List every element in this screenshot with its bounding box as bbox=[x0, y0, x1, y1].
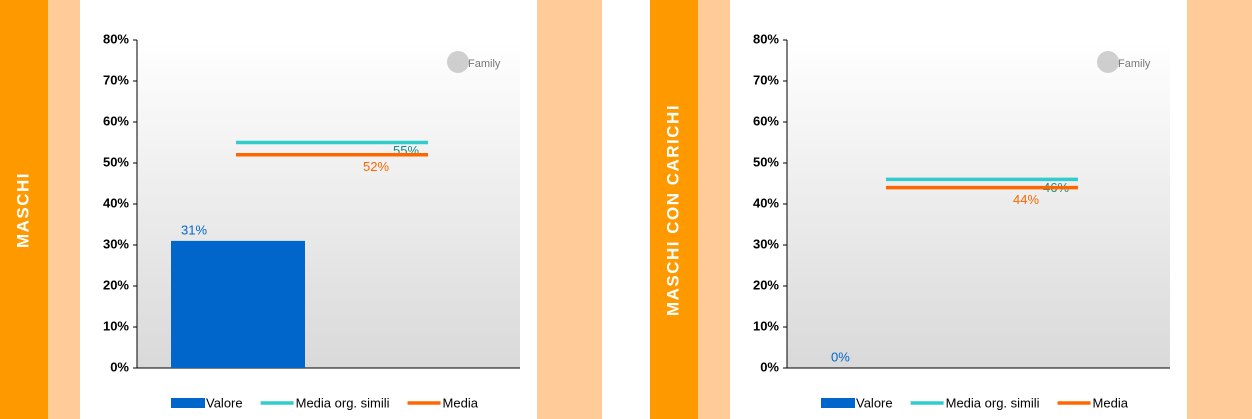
side-band bbox=[537, 0, 602, 419]
side-band bbox=[698, 0, 730, 419]
y-tick-label: 60% bbox=[753, 113, 779, 128]
y-tick-label: 80% bbox=[753, 31, 779, 46]
legend-label: Media org. simili bbox=[296, 395, 390, 410]
y-tick-label: 60% bbox=[103, 113, 129, 128]
y-tick-label: 10% bbox=[753, 318, 779, 333]
legend-swatch bbox=[821, 398, 855, 408]
value-label: 31% bbox=[181, 222, 207, 237]
side-band bbox=[48, 0, 80, 419]
chart-panel: MASCHI CON CARICHI 0% 10% 20% 30% 40% 50% 60% 70… bbox=[650, 0, 1252, 419]
side-strip bbox=[0, 0, 48, 419]
legend-label: Media bbox=[1093, 395, 1129, 410]
plot-area bbox=[787, 40, 1170, 368]
y-tick-label: 50% bbox=[753, 154, 779, 169]
y-tick-label: 20% bbox=[753, 277, 779, 292]
y-tick-label: 30% bbox=[753, 236, 779, 251]
y-tick-label: 70% bbox=[753, 72, 779, 87]
legend-label: Media bbox=[443, 395, 479, 410]
y-tick-label: 30% bbox=[103, 236, 129, 251]
side-strip bbox=[650, 0, 698, 419]
logo-icon bbox=[1097, 51, 1119, 73]
panel-title: MASCHI CON CARICHI bbox=[663, 104, 682, 316]
value-label: 0% bbox=[831, 349, 850, 364]
logo: Family bbox=[1118, 58, 1151, 70]
legend-label: Valore bbox=[856, 395, 893, 410]
y-tick-label: 10% bbox=[103, 318, 129, 333]
y-tick-label: 40% bbox=[753, 195, 779, 210]
value-label: 44% bbox=[1013, 192, 1039, 207]
y-tick-label: 80% bbox=[103, 31, 129, 46]
y-tick-label: 70% bbox=[103, 72, 129, 87]
bar bbox=[171, 240, 305, 368]
y-tick-label: 0% bbox=[110, 359, 129, 374]
logo: Family bbox=[468, 58, 501, 70]
y-tick-label: 50% bbox=[103, 154, 129, 169]
legend-label: Media org. simili bbox=[946, 395, 1040, 410]
y-tick-label: 40% bbox=[103, 195, 129, 210]
value-label: 52% bbox=[363, 159, 389, 174]
side-band bbox=[1187, 0, 1252, 419]
y-tick-label: 20% bbox=[103, 277, 129, 292]
legend-label: Valore bbox=[206, 395, 243, 410]
panel-title: MASCHI bbox=[13, 172, 32, 248]
legend-swatch bbox=[171, 398, 205, 408]
logo-icon bbox=[447, 51, 469, 73]
chart-panel: MASCHI 0% 10% 20% 30% 40% 50% 60% 70% 80% Family 31… bbox=[0, 0, 602, 419]
y-tick-label: 0% bbox=[760, 359, 779, 374]
